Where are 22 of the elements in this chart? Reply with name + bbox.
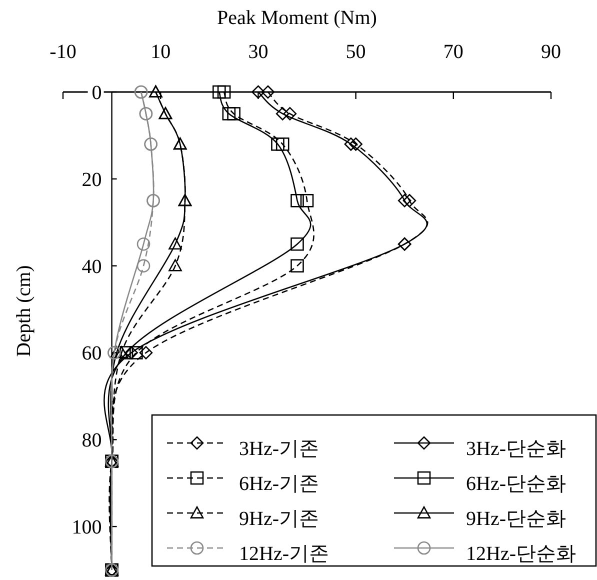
x-tick-label: 30	[248, 41, 268, 63]
legend-label: 3Hz-단순화	[466, 438, 566, 460]
x-tick-label: 50	[346, 41, 366, 63]
x-tick-label: 90	[541, 41, 561, 63]
legend-label: 6Hz-기존	[239, 473, 319, 495]
legend-label: 12Hz-기존	[239, 543, 329, 565]
legend-label: 6Hz-단순화	[466, 473, 566, 495]
legend-label: 3Hz-기존	[239, 438, 319, 460]
x-axis-title: Peak Moment (Nm)	[217, 7, 377, 29]
legend-label: 9Hz-단순화	[466, 508, 566, 530]
y-tick-label: 80	[82, 430, 102, 452]
y-tick-label: 60	[82, 342, 102, 365]
y-tick-label: 20	[82, 168, 102, 191]
x-tick-label: -10	[50, 41, 76, 63]
x-tick-label: 10	[150, 41, 171, 63]
y-axis-title: Depth (cm)	[13, 265, 35, 357]
y-tick-label: 0	[92, 82, 102, 104]
x-tick-label: 70	[443, 41, 464, 63]
y-tick-label: 40	[82, 256, 102, 278]
y-tick-label: 100	[72, 516, 102, 539]
legend-label: 12Hz-단순화	[466, 543, 576, 565]
legend-label: 9Hz-기존	[239, 508, 319, 530]
